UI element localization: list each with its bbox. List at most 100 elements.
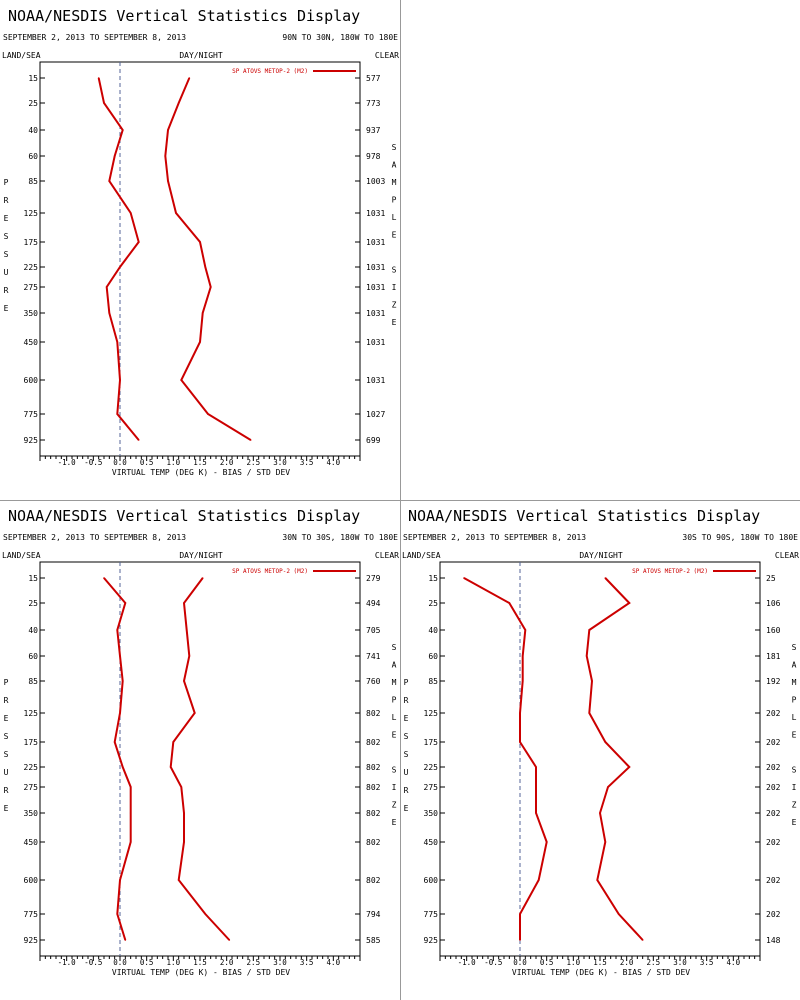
y-axis-label-letter: S xyxy=(4,232,9,241)
y-axis-label-letter: R xyxy=(404,786,409,795)
std-dev-point xyxy=(172,741,175,743)
clear-label: CLEAR xyxy=(375,51,399,60)
sample-size-label: 202 xyxy=(766,809,781,818)
pressure-label: 85 xyxy=(28,177,38,186)
sample-size-label: 741 xyxy=(366,652,381,661)
bias-point xyxy=(119,379,121,381)
x-tick-label: 4.0 xyxy=(727,958,741,967)
bias-point xyxy=(519,712,521,714)
y2-axis-label-letter: S xyxy=(392,766,397,775)
pressure-label: 450 xyxy=(424,838,439,847)
std-dev-point xyxy=(193,712,196,714)
y2-axis-label-letter: E xyxy=(792,731,797,740)
x-axis-label: VIRTUAL TEMP (DEG K) - BIAS / STD DEV xyxy=(112,468,290,477)
sample-size-label: 802 xyxy=(366,783,381,792)
stats-panel-north: NOAA/NESDIS Vertical Statistics Display S… xyxy=(0,0,400,500)
sample-size-label: 25 xyxy=(766,574,776,583)
sample-size-label: 978 xyxy=(366,152,381,161)
std-dev-point xyxy=(175,212,177,214)
bias-point xyxy=(121,129,124,131)
y2-axis-label-letter: L xyxy=(792,713,797,722)
pressure-label: 925 xyxy=(24,436,39,445)
y2-axis-label-letter: A xyxy=(392,661,397,670)
y-axis-label-letter: S xyxy=(4,732,9,741)
bias-point xyxy=(97,77,100,79)
sample-size-label: 1031 xyxy=(366,209,385,218)
date-range: SEPTEMBER 2, 2013 TO SEPTEMBER 8, 2013 xyxy=(403,533,586,542)
std-dev-point xyxy=(607,786,609,788)
pressure-label: 275 xyxy=(424,783,439,792)
bias-point xyxy=(116,629,119,631)
clear-label: CLEAR xyxy=(775,551,799,560)
sample-size-label: 802 xyxy=(366,838,381,847)
y-axis-label-letter: S xyxy=(404,732,409,741)
sample-size-label: 1031 xyxy=(366,283,385,292)
pressure-label: 775 xyxy=(424,910,439,919)
std-dev-point xyxy=(207,413,209,415)
sample-size-label: 1031 xyxy=(366,263,385,272)
bias-point xyxy=(535,786,537,788)
date-range: SEPTEMBER 2, 2013 TO SEPTEMBER 8, 2013 xyxy=(3,533,186,542)
y-axis-label-letter: E xyxy=(404,804,409,813)
bias-point xyxy=(103,577,105,579)
y2-axis-label-letter: M xyxy=(392,178,397,187)
bias-point xyxy=(137,241,140,243)
bias-point xyxy=(519,939,521,941)
y2-axis-label-letter: E xyxy=(392,818,397,827)
x-tick-label: 1.0 xyxy=(167,958,181,967)
pressure-label: 225 xyxy=(424,763,439,772)
x-tick-label: 2.0 xyxy=(620,958,634,967)
std-dev-point xyxy=(164,155,167,157)
x-tick-label: 3.5 xyxy=(300,958,314,967)
y-axis-label-letter: E xyxy=(4,804,9,813)
y-axis-label-letter: E xyxy=(4,214,9,223)
plot-frame xyxy=(439,561,761,957)
bias-point xyxy=(537,879,540,881)
std-dev-point xyxy=(591,680,593,682)
sample-size-label: 279 xyxy=(366,574,381,583)
chart-title: NOAA/NESDIS Vertical Statistics Display xyxy=(8,507,360,525)
bias-point xyxy=(119,879,121,881)
bias-point xyxy=(105,286,108,288)
std-dev-point xyxy=(185,629,188,631)
chart-title: NOAA/NESDIS Vertical Statistics Display xyxy=(408,507,760,525)
std-dev-point xyxy=(180,379,183,381)
y2-axis-label-letter: E xyxy=(792,818,797,827)
y2-axis-label-letter: Z xyxy=(792,801,797,810)
bias-point xyxy=(129,841,132,843)
bias-point xyxy=(121,766,124,768)
sample-size-label: 202 xyxy=(766,783,781,792)
std-dev-point xyxy=(183,841,185,843)
y-axis-label-letter: S xyxy=(4,250,9,259)
bias-line xyxy=(97,77,140,441)
chart-svg: NOAA/NESDIS Vertical Statistics Display S… xyxy=(2,7,399,477)
pressure-label: 450 xyxy=(24,338,39,347)
y2-axis-label-letter: I xyxy=(792,783,797,792)
x-tick-label: -1.0 xyxy=(458,958,477,967)
x-tick-label: 1.0 xyxy=(567,958,581,967)
x-tick-label: 0.0 xyxy=(113,458,127,467)
sample-size-label: 148 xyxy=(766,936,781,945)
sample-size-label: 577 xyxy=(366,74,381,83)
x-tick-label: 0.5 xyxy=(140,458,154,467)
x-tick-label: 2.5 xyxy=(247,458,261,467)
sample-size-label: 1031 xyxy=(366,338,385,347)
std-dev-point xyxy=(199,341,201,343)
y2-axis-label-letter: E xyxy=(392,731,397,740)
land-sea-label: LAND/SEA xyxy=(402,551,441,560)
x-tick-label: -0.5 xyxy=(84,458,102,467)
std-dev-point xyxy=(201,312,204,314)
region-label: 30N TO 30S, 180W TO 180E xyxy=(282,533,398,542)
bias-point xyxy=(535,812,537,814)
pressure-label: 85 xyxy=(28,677,38,686)
std-dev-point xyxy=(183,602,185,604)
y2-axis-label-letter: I xyxy=(392,783,397,792)
legend-label: SP ATOVS METOP-2 (M2) xyxy=(232,568,308,575)
plot-frame xyxy=(39,561,361,957)
pressure-label: 175 xyxy=(24,738,39,747)
sample-size-label: 773 xyxy=(366,99,381,108)
pressure-label: 350 xyxy=(24,809,39,818)
pressure-label: 60 xyxy=(28,652,38,661)
pressure-label: 40 xyxy=(428,626,438,635)
y-axis-label-letter: P xyxy=(4,178,9,187)
